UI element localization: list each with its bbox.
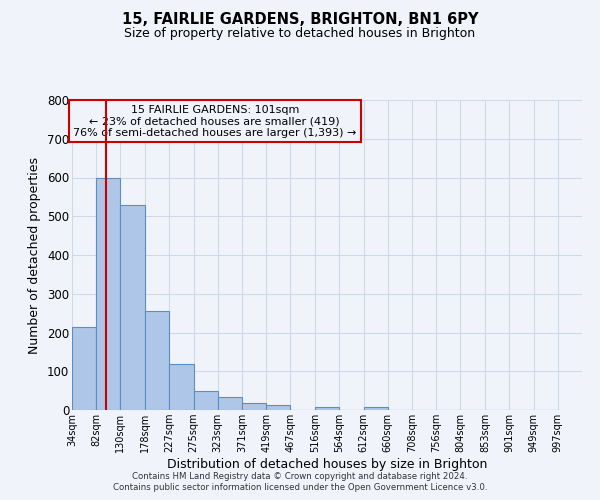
Bar	[72, 326, 96, 410]
Bar	[218, 397, 242, 410]
Bar	[145, 311, 169, 410]
Text: Size of property relative to detached houses in Brighton: Size of property relative to detached ho…	[124, 28, 476, 40]
Bar	[315, 407, 340, 410]
Text: Contains HM Land Registry data © Crown copyright and database right 2024.: Contains HM Land Registry data © Crown c…	[132, 472, 468, 481]
Y-axis label: Number of detached properties: Number of detached properties	[28, 156, 41, 354]
Bar	[96, 178, 121, 410]
Bar	[194, 390, 218, 410]
Bar	[169, 364, 194, 410]
Bar	[242, 403, 266, 410]
X-axis label: Distribution of detached houses by size in Brighton: Distribution of detached houses by size …	[167, 458, 487, 471]
Bar	[364, 408, 388, 410]
Text: Contains public sector information licensed under the Open Government Licence v3: Contains public sector information licen…	[113, 484, 487, 492]
Text: 15, FAIRLIE GARDENS, BRIGHTON, BN1 6PY: 15, FAIRLIE GARDENS, BRIGHTON, BN1 6PY	[122, 12, 478, 28]
Bar	[266, 405, 290, 410]
Bar	[121, 204, 145, 410]
Text: 15 FAIRLIE GARDENS: 101sqm
← 23% of detached houses are smaller (419)
76% of sem: 15 FAIRLIE GARDENS: 101sqm ← 23% of deta…	[73, 104, 356, 138]
